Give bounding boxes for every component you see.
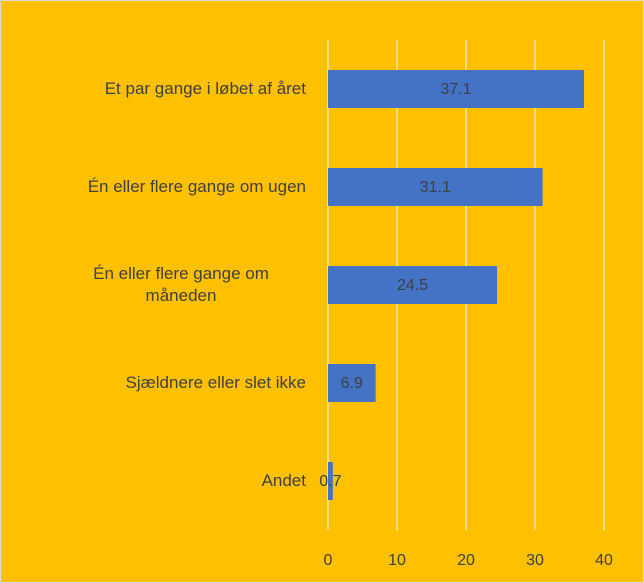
x-tick-label: 30: [526, 552, 544, 569]
y-tick-label: Én eller flere gange om ugen: [87, 177, 306, 196]
y-tick-label: Et par gange i løbet af året: [104, 79, 306, 98]
value-label: 31.1: [420, 179, 451, 196]
bar: [328, 462, 333, 500]
value-label: 37.1: [440, 81, 471, 98]
value-label: 6.9: [341, 375, 363, 392]
x-tick-label: 0: [324, 552, 333, 569]
value-label: 0.7: [319, 473, 341, 490]
bar: [328, 168, 543, 206]
x-tick-label: 10: [388, 552, 406, 569]
value-label: 24.5: [397, 277, 428, 294]
y-tick-label-box: Andet: [10, 470, 306, 492]
y-tick-label: Sjældnere eller slet ikke: [125, 373, 306, 392]
bar: [328, 70, 584, 108]
bar: [328, 364, 376, 402]
y-tick-label-box: Sjældnere eller slet ikke: [10, 372, 306, 394]
y-tick-label: Én eller flere gange om måneden: [93, 264, 269, 305]
y-tick-label-box: Én eller flere gange om ugen: [10, 176, 306, 198]
x-tick-label: 20: [457, 552, 475, 569]
y-tick-label: Andet: [261, 471, 306, 490]
y-tick-label-box: Én eller flere gange om måneden: [10, 263, 306, 307]
bar: [328, 266, 498, 304]
x-tick-label: 40: [595, 552, 613, 569]
y-tick-label-box: Et par gange i løbet af året: [10, 78, 306, 100]
